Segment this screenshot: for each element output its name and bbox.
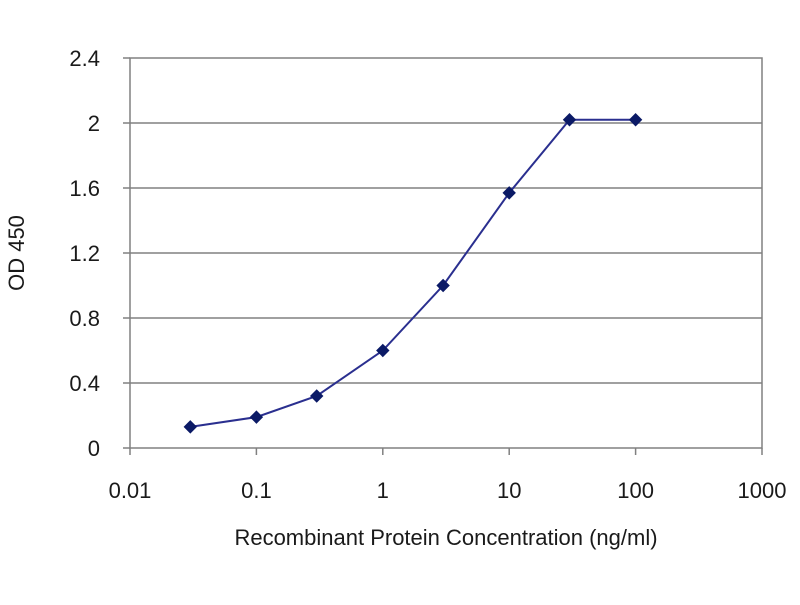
x-axis-title: Recombinant Protein Concentration (ng/ml… (234, 525, 657, 550)
data-point (436, 278, 450, 293)
y-tick-label: 1.2 (69, 241, 100, 266)
x-tick-label: 0.1 (241, 478, 272, 503)
grid-lines (130, 122, 762, 384)
x-axis-ticks: 0.01 0.1 1 10 100 1000 (109, 448, 787, 503)
x-tick-label: 10 (497, 478, 521, 503)
data-point (376, 343, 390, 358)
x-tick-label: 1 (377, 478, 389, 503)
series-layer (183, 113, 643, 434)
y-axis-title: OD 450 (4, 215, 29, 291)
y-tick-label: 0 (88, 436, 100, 461)
data-point (310, 389, 324, 403)
data-point (628, 113, 643, 127)
y-tick-label: 2.4 (69, 46, 100, 71)
data-point (502, 186, 516, 200)
x-tick-label: 100 (617, 478, 654, 503)
data-point (249, 410, 264, 424)
series-line (190, 118, 636, 428)
y-tick-label: 0.4 (69, 371, 100, 396)
y-tick-label: 1.6 (69, 176, 100, 201)
data-point (562, 113, 577, 127)
y-tick-label: 2 (88, 111, 100, 136)
y-tick-label: 0.8 (69, 306, 100, 331)
x-tick-label: 1000 (738, 478, 787, 503)
y-axis-ticks: 0 0.4 0.8 1.2 1.6 2 2.4 (69, 46, 130, 461)
x-tick-label: 0.01 (109, 478, 152, 503)
data-point (183, 420, 198, 434)
